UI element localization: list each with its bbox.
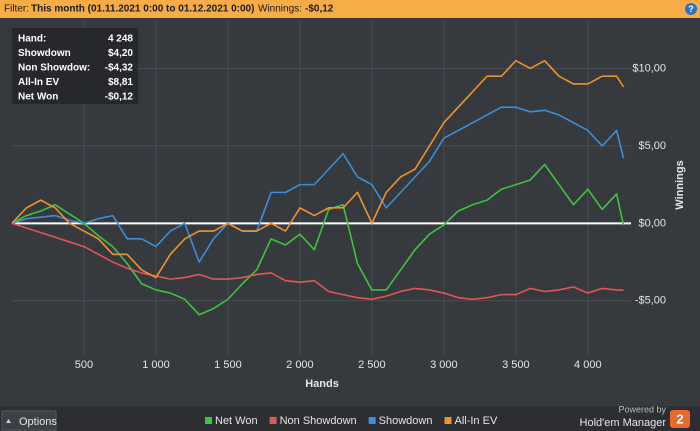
stat-label: Non Showdow:: [18, 63, 90, 74]
winnings-value: -$0,12: [305, 4, 334, 15]
options-button[interactable]: [1, 410, 57, 431]
y-tick-label: $10,00: [632, 62, 666, 74]
footer-bar: [0, 406, 700, 431]
stat-value: -$4,32: [105, 63, 134, 74]
x-axis-title: Hands: [305, 378, 339, 390]
x-tick-label: 3 000: [430, 359, 458, 371]
brand: Hold'em Manager: [580, 417, 667, 429]
y-tick-label: -$5,00: [635, 295, 666, 307]
stat-value: 4 248: [108, 34, 133, 45]
winnings-label: Winnings:: [258, 4, 302, 15]
x-tick-label: 4 000: [574, 359, 602, 371]
filter-bar: [0, 0, 700, 18]
powered-by: Powered by: [618, 404, 666, 414]
series-line: [11, 222, 624, 301]
options-arrow[interactable]: [6, 419, 11, 423]
legend-label: Net Won: [215, 415, 258, 427]
stat-value: $4,20: [108, 48, 133, 59]
help-icon-text[interactable]: ?: [688, 4, 694, 14]
legend: Net Won Non Showdown Showdown All-In EV: [205, 415, 498, 427]
help-icon[interactable]: [685, 3, 697, 15]
x-tick-label: 500: [75, 359, 93, 371]
x-tick-label: 1 500: [214, 359, 242, 371]
series-line: [11, 163, 625, 316]
stat-label: Net Won: [18, 92, 58, 103]
plot-area: 500 1 000 1 500 2 000 2 500 3 000 3 500 4 000 -$…: [11, 22, 666, 371]
stat-value: -$0,12: [105, 92, 134, 103]
y-tick-label: $5,00: [638, 140, 666, 152]
x-tick-label: 1 000: [142, 359, 170, 371]
legend-label: All-In EV: [454, 415, 497, 427]
stat-value: $8,81: [108, 77, 133, 88]
legend-label: Non Showdown: [280, 415, 357, 427]
y-tick-label: $0,00: [638, 217, 666, 229]
legend-swatch: [444, 417, 452, 424]
logo-text: 2: [676, 411, 683, 426]
legend-swatch: [269, 417, 277, 424]
options-label[interactable]: Options: [19, 416, 57, 428]
stat-label: Hand:: [18, 34, 46, 45]
logo: [670, 410, 690, 428]
legend-swatch: [368, 417, 376, 424]
legend-label: Showdown: [379, 415, 433, 427]
series-line: [11, 59, 625, 279]
stat-label: All-In EV: [18, 77, 59, 88]
legend-swatch: [205, 417, 212, 424]
filter-value: This month (01.11.2021 0:00 to 01.12.202…: [31, 4, 254, 15]
stat-label: Showdown: [18, 48, 71, 59]
series-line: [11, 106, 625, 263]
x-tick-label: 2 000: [286, 359, 314, 371]
x-tick-label: 2 500: [358, 359, 386, 371]
stats-box: [12, 28, 138, 104]
x-tick-label: 3 500: [502, 359, 530, 371]
stats: Hand: 4 248 Showdown $4,20 Non Showdow: -$4,3…: [18, 34, 133, 103]
filter-label: Filter:: [4, 4, 29, 15]
y-axis-title: Winnings: [674, 160, 686, 209]
